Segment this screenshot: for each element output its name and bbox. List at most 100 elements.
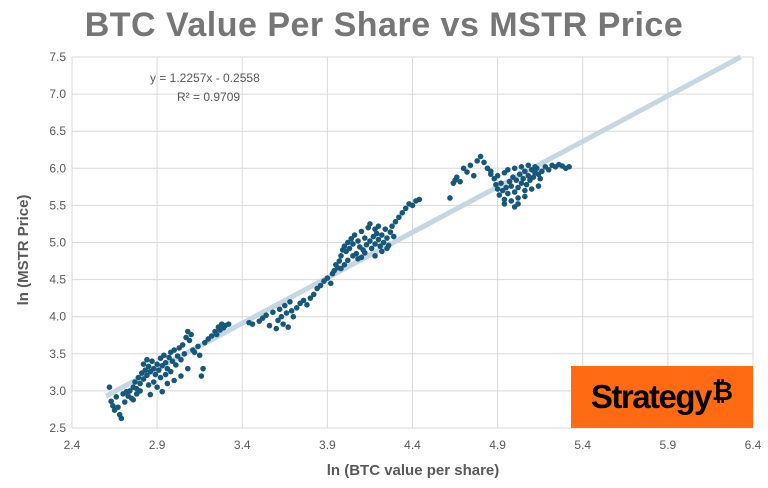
data-point bbox=[515, 184, 521, 191]
data-point bbox=[341, 243, 348, 250]
data-point bbox=[377, 243, 383, 250]
data-point bbox=[300, 297, 307, 304]
r-squared-label: R² = 0.9709 bbox=[177, 90, 240, 104]
data-point bbox=[362, 250, 368, 256]
data-point bbox=[317, 282, 324, 289]
x-tick-label: 2.4 bbox=[64, 438, 81, 452]
data-point bbox=[362, 235, 368, 241]
data-point bbox=[447, 195, 453, 201]
data-point bbox=[225, 321, 232, 327]
data-point bbox=[154, 384, 160, 390]
x-tick-label: 5.9 bbox=[660, 438, 677, 452]
data-point bbox=[508, 183, 515, 189]
data-point bbox=[198, 373, 205, 379]
x-tick-label: 4.9 bbox=[489, 438, 506, 452]
data-point bbox=[384, 235, 390, 241]
data-point bbox=[528, 186, 535, 192]
data-point bbox=[201, 339, 208, 346]
data-point bbox=[518, 180, 525, 186]
data-point bbox=[520, 175, 526, 182]
data-point bbox=[213, 331, 220, 338]
data-point bbox=[494, 172, 501, 179]
data-point bbox=[367, 221, 373, 227]
data-point bbox=[453, 174, 460, 181]
data-point bbox=[164, 380, 171, 387]
data-point bbox=[173, 362, 179, 368]
trendline-path bbox=[104, 54, 742, 399]
data-point bbox=[178, 356, 184, 363]
data-point bbox=[133, 391, 140, 397]
data-point bbox=[276, 306, 283, 313]
y-tick-label: 4.0 bbox=[49, 310, 66, 324]
data-point bbox=[399, 210, 406, 216]
data-point bbox=[162, 371, 169, 378]
data-point bbox=[539, 168, 545, 175]
data-point bbox=[150, 379, 157, 385]
data-point bbox=[121, 399, 128, 405]
data-point bbox=[375, 223, 382, 229]
data-point bbox=[145, 382, 152, 388]
data-point bbox=[159, 388, 166, 395]
logo-wordmark: Strategy bbox=[590, 378, 713, 415]
data-point bbox=[278, 313, 285, 320]
data-point bbox=[375, 236, 382, 243]
data-point bbox=[506, 178, 513, 185]
data-point bbox=[390, 233, 397, 240]
data-point bbox=[505, 190, 511, 197]
data-point bbox=[387, 229, 394, 235]
data-point bbox=[106, 384, 113, 390]
data-point bbox=[144, 356, 150, 363]
data-point bbox=[307, 295, 314, 301]
data-point bbox=[409, 202, 416, 209]
bitcoin-icon: ₿ bbox=[711, 376, 734, 407]
y-tick-label: 3.0 bbox=[49, 384, 66, 398]
x-tick-label: 5.4 bbox=[574, 438, 591, 452]
data-point bbox=[522, 193, 528, 200]
data-point bbox=[537, 175, 543, 182]
data-point bbox=[477, 153, 484, 160]
data-point bbox=[186, 337, 193, 344]
data-point bbox=[171, 347, 177, 353]
data-point bbox=[142, 367, 149, 373]
data-point bbox=[161, 352, 167, 359]
data-point bbox=[402, 205, 409, 212]
data-point bbox=[503, 184, 509, 191]
y-tick-labels: 2.5 3.0 3.5 4.0 4.5 5.0 5.5 6.0 6.5 7.0 7.5 bbox=[49, 50, 66, 435]
data-point bbox=[373, 230, 380, 237]
data-point bbox=[348, 235, 355, 242]
data-point bbox=[522, 187, 528, 194]
data-point bbox=[338, 265, 344, 272]
data-point bbox=[350, 241, 356, 247]
data-point bbox=[324, 275, 331, 281]
data-point bbox=[396, 214, 402, 221]
data-point bbox=[363, 241, 370, 248]
data-point bbox=[493, 181, 499, 188]
data-point bbox=[132, 379, 138, 385]
data-point bbox=[389, 223, 395, 229]
data-point bbox=[280, 321, 286, 327]
data-point bbox=[379, 232, 385, 238]
data-point bbox=[118, 415, 125, 422]
data-point bbox=[358, 228, 365, 235]
data-point bbox=[530, 174, 537, 181]
y-tick-label: 4.5 bbox=[49, 273, 66, 287]
y-tick-label: 7.5 bbox=[49, 50, 66, 64]
data-point bbox=[498, 180, 504, 186]
y-tick-label: 7.0 bbox=[49, 87, 66, 101]
data-point bbox=[127, 388, 133, 394]
data-point bbox=[566, 164, 572, 170]
data-point bbox=[130, 397, 137, 403]
data-point bbox=[384, 245, 390, 252]
data-point bbox=[464, 169, 470, 175]
y-tick-label: 6.0 bbox=[49, 161, 66, 175]
x-tick-label: 2.9 bbox=[149, 438, 166, 452]
data-point bbox=[178, 373, 184, 379]
data-point bbox=[511, 189, 518, 195]
strategy-logo: Strategy ₿ bbox=[571, 366, 753, 428]
data-point bbox=[345, 239, 351, 246]
data-point bbox=[516, 171, 523, 178]
x-tick-label: 3.4 bbox=[234, 438, 251, 452]
trendline bbox=[104, 54, 742, 399]
data-point bbox=[460, 165, 467, 172]
data-point bbox=[508, 198, 515, 204]
